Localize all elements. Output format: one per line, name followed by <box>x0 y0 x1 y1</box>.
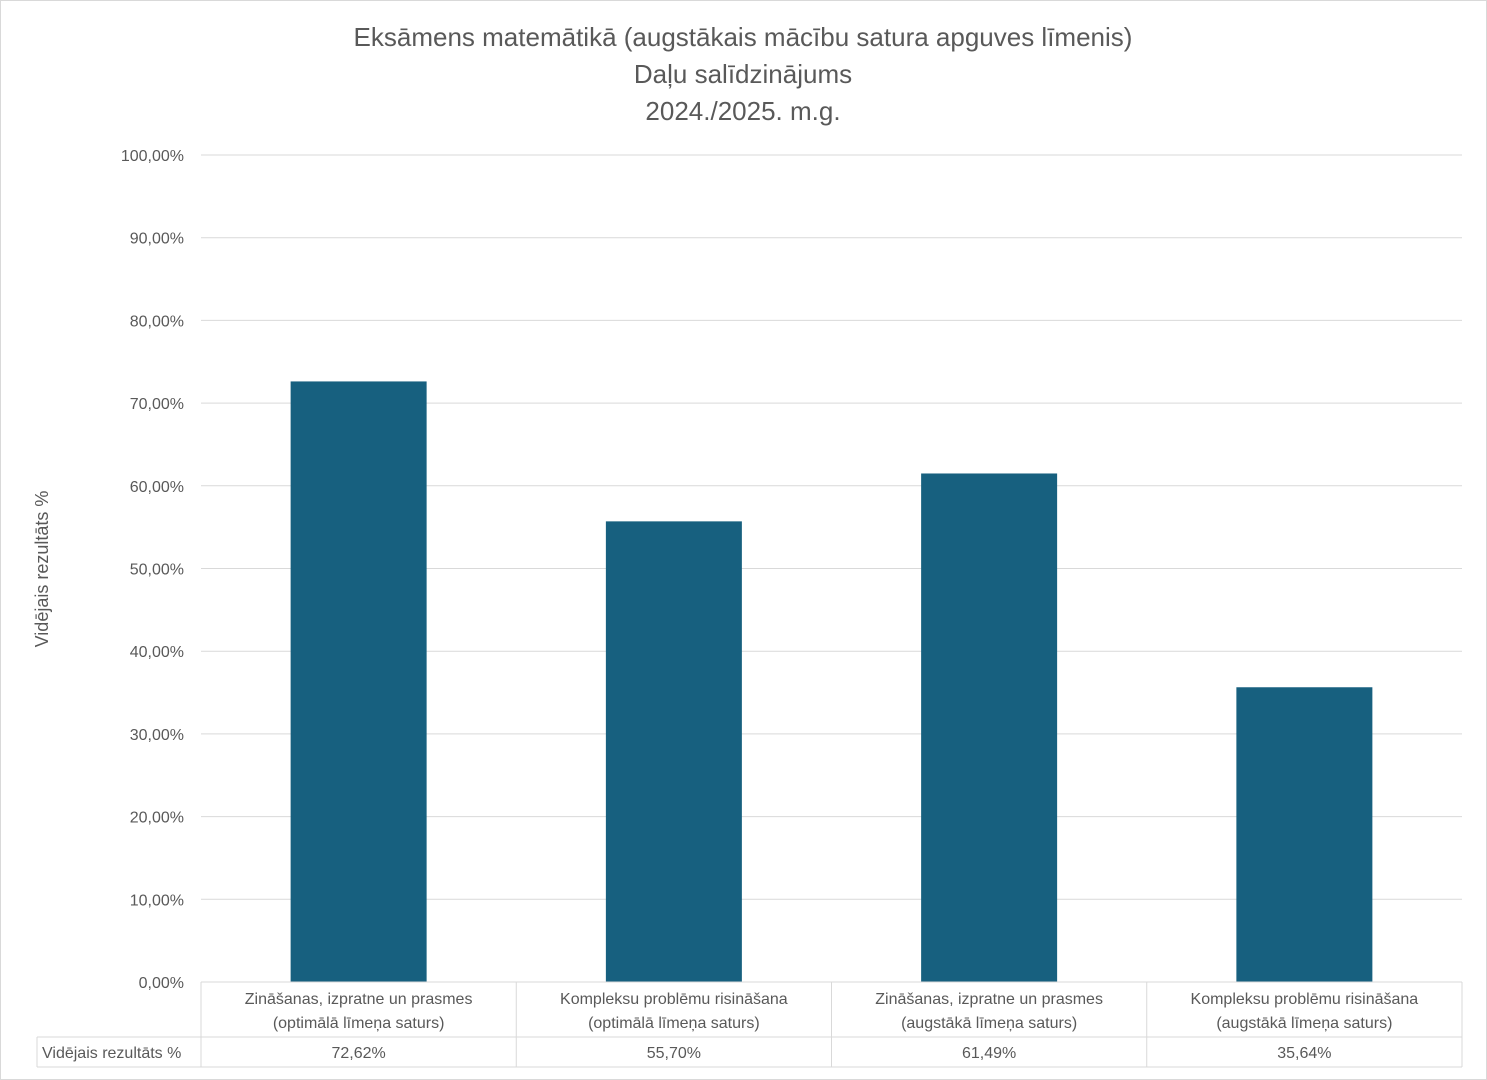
chart-title: Eksāmens matemātikā (augstākais mācību s… <box>354 22 1133 126</box>
bar <box>1236 687 1373 982</box>
category-label: Zināšanas, izpratne un prasmes <box>875 991 1103 1008</box>
category-label: (optimālā līmeņa saturs) <box>273 1015 445 1032</box>
y-tick-label: 100,00% <box>121 148 184 165</box>
y-tick-label: 50,00% <box>130 562 184 579</box>
data-table: Vidējais rezultāts % Zināšanas, izpratne … <box>36 981 1463 1068</box>
y-tick-label: 90,00% <box>130 231 184 248</box>
category-label: (optimālā līmeņa saturs) <box>588 1015 760 1032</box>
data-value-label: 55,70% <box>647 1045 701 1062</box>
y-tick-label: 0,00% <box>139 975 184 992</box>
chart-title-line: Daļu salīdzinājums <box>634 59 852 89</box>
bar <box>290 381 427 982</box>
bar <box>605 521 742 982</box>
y-tick-label: 60,00% <box>130 479 184 496</box>
bar <box>921 473 1058 982</box>
y-tick-label: 30,00% <box>130 727 184 744</box>
y-tick-label: 40,00% <box>130 644 184 661</box>
y-axis-ticks: 0,00% 10,00% 20,00% 30,00% 40,00% 50,00% 60,00… <box>121 148 184 992</box>
category-label: Zināšanas, izpratne un prasmes <box>245 991 473 1008</box>
bars <box>290 381 1373 982</box>
data-value-label: 35,64% <box>1277 1045 1331 1062</box>
y-tick-label: 80,00% <box>130 313 184 330</box>
category-label: (augstākā līmeņa saturs) <box>1216 1015 1392 1032</box>
y-tick-label: 70,00% <box>130 396 184 413</box>
series-label: Vidējais rezultāts % <box>42 1045 181 1062</box>
data-value-label: 61,49% <box>962 1045 1016 1062</box>
y-tick-label: 10,00% <box>130 892 184 909</box>
y-tick-label: 20,00% <box>130 810 184 827</box>
chart-title-line: Eksāmens matemātikā (augstākais mācību s… <box>354 22 1133 52</box>
category-label: Kompleksu problēmu risināšana <box>560 991 788 1008</box>
chart-title-line: 2024./2025. m.g. <box>645 96 840 126</box>
category-label: Kompleksu problēmu risināšana <box>1191 991 1419 1008</box>
data-value-label: 72,62% <box>331 1045 385 1062</box>
category-label: (augstākā līmeņa saturs) <box>901 1015 1077 1032</box>
y-axis-label: Vidējais rezultāts % <box>32 491 52 648</box>
